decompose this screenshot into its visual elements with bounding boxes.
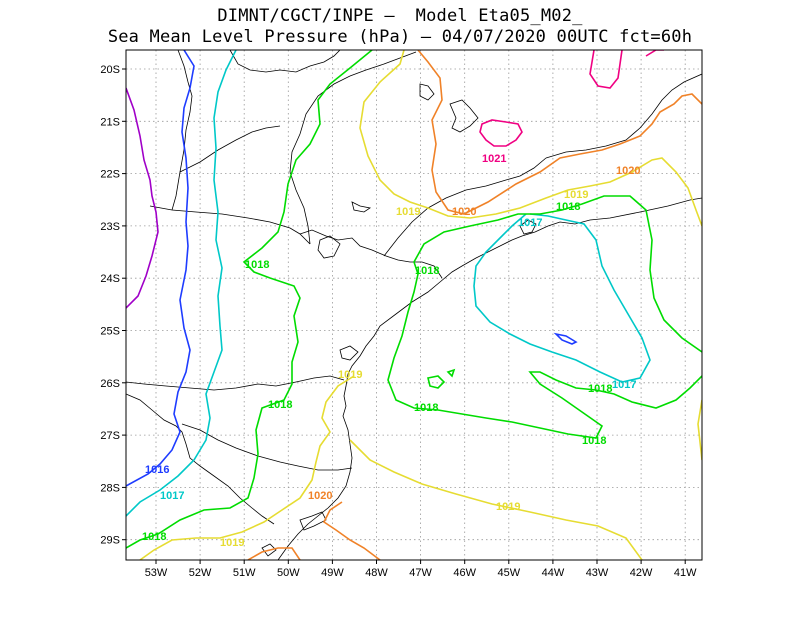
isobar-1018-east — [387, 195, 702, 439]
lat-tick-label: 25S — [100, 326, 120, 338]
isobar-1016 — [126, 50, 195, 487]
bay-paranagua — [339, 345, 359, 361]
lon-tick-label: 48W — [365, 567, 388, 579]
contour-label: 1018 — [414, 402, 438, 414]
reservoir-small — [419, 83, 435, 101]
isobar-1021 — [479, 50, 664, 147]
contour-label: 1020 — [616, 165, 640, 177]
contour-label: 1021 — [482, 153, 506, 165]
border-mg-sp — [289, 51, 417, 245]
lon-tick-label: 49W — [321, 567, 344, 579]
isobar-1020-north — [417, 50, 702, 215]
border-mg-rj — [545, 73, 702, 159]
grid-lines — [126, 50, 702, 560]
border-go-mg — [229, 50, 341, 73]
contour-label: 1019 — [220, 537, 244, 549]
contour-label: 1019 — [564, 189, 588, 201]
border-ms-sp — [179, 125, 281, 173]
contour-label: 1018 — [142, 531, 166, 543]
border-sp-mg-east — [383, 157, 547, 257]
coastline — [277, 197, 702, 560]
border-pr-sp — [299, 229, 443, 279]
lon-tick-label: 52W — [189, 567, 212, 579]
border-argentina — [126, 393, 275, 525]
lat-tick-label: 26S — [100, 378, 120, 390]
latitude-ticks: 20S 21S 22S 23S 24S 25S 26S 27S 28S 29S — [100, 64, 126, 547]
contour-label: 1018 — [588, 383, 612, 395]
lon-tick-label: 47W — [409, 567, 432, 579]
contour-label: 1019 — [496, 501, 520, 513]
lat-tick-label: 20S — [100, 64, 120, 76]
isobar-1017-east — [473, 213, 651, 383]
lat-tick-label: 29S — [100, 535, 120, 547]
contour-label: 1018 — [582, 435, 606, 447]
isobar-1018-west — [126, 50, 373, 549]
contour-label: 1018 — [245, 259, 269, 271]
lagoon-south — [261, 543, 277, 557]
isobars — [126, 50, 702, 560]
border-sc-rs — [181, 423, 353, 471]
lagoon-patos — [299, 511, 327, 531]
contour-label: 1017 — [160, 490, 184, 502]
lat-tick-label: 27S — [100, 430, 120, 442]
lat-tick-label: 22S — [100, 169, 120, 181]
lon-tick-label: 45W — [497, 567, 520, 579]
contour-label: 1018 — [268, 399, 292, 411]
contour-label: 1020 — [452, 206, 476, 218]
reservoir-capivara — [351, 201, 372, 213]
isobar-1017 — [126, 50, 237, 517]
reservoir-furnas — [449, 99, 479, 133]
contour-label: 1017 — [518, 217, 542, 229]
lat-tick-label: 24S — [100, 273, 120, 285]
lat-tick-label: 23S — [100, 221, 120, 233]
isobar-1015 — [126, 87, 159, 309]
border-pr-sc — [126, 375, 345, 391]
lon-tick-label: 53W — [145, 567, 168, 579]
contour-label: 1019 — [338, 369, 362, 381]
lon-tick-label: 50W — [277, 567, 300, 579]
map-frame — [125, 49, 703, 561]
lon-tick-label: 46W — [453, 567, 476, 579]
reservoir-billings — [317, 235, 341, 259]
longitude-ticks: 53W 52W 51W 50W 49W 48W 47W 46W 45W 44W 43W 42W 41W — [145, 560, 697, 579]
lon-tick-label: 43W — [586, 567, 609, 579]
title-line-2: Sea Mean Level Pressure (hPa) – 04/07/20… — [107, 27, 693, 47]
lat-tick-label: 21S — [100, 116, 120, 128]
contour-labels: 1016 1017 1017 1017 1018 1018 1018 1018 … — [142, 153, 640, 549]
parana-river — [171, 50, 193, 211]
border-ms-pr — [149, 205, 311, 245]
contour-label: 1018 — [556, 201, 580, 213]
title-line-1: DIMNT/CGCT/INPE – Model Eta05_M02_ — [217, 6, 583, 26]
guanabara-bay — [519, 219, 537, 235]
contour-label: 1016 — [145, 464, 169, 476]
contour-label: 1018 — [415, 265, 439, 277]
contour-label: 1020 — [308, 490, 332, 502]
lon-tick-label: 51W — [233, 567, 256, 579]
lon-tick-label: 44W — [542, 567, 565, 579]
lat-tick-label: 28S — [100, 482, 120, 494]
isobar-1019-south — [139, 375, 702, 560]
lon-tick-label: 42W — [630, 567, 653, 579]
isobar-1019-north — [359, 50, 702, 227]
contour-label: 1017 — [612, 379, 636, 391]
contour-label: 1019 — [396, 206, 420, 218]
isobar-1020-south — [247, 501, 381, 560]
boundaries — [126, 50, 702, 560]
isobar-1018-island — [427, 368, 456, 389]
isobar-1017-closed — [553, 332, 578, 345]
lon-tick-label: 41W — [674, 567, 697, 579]
